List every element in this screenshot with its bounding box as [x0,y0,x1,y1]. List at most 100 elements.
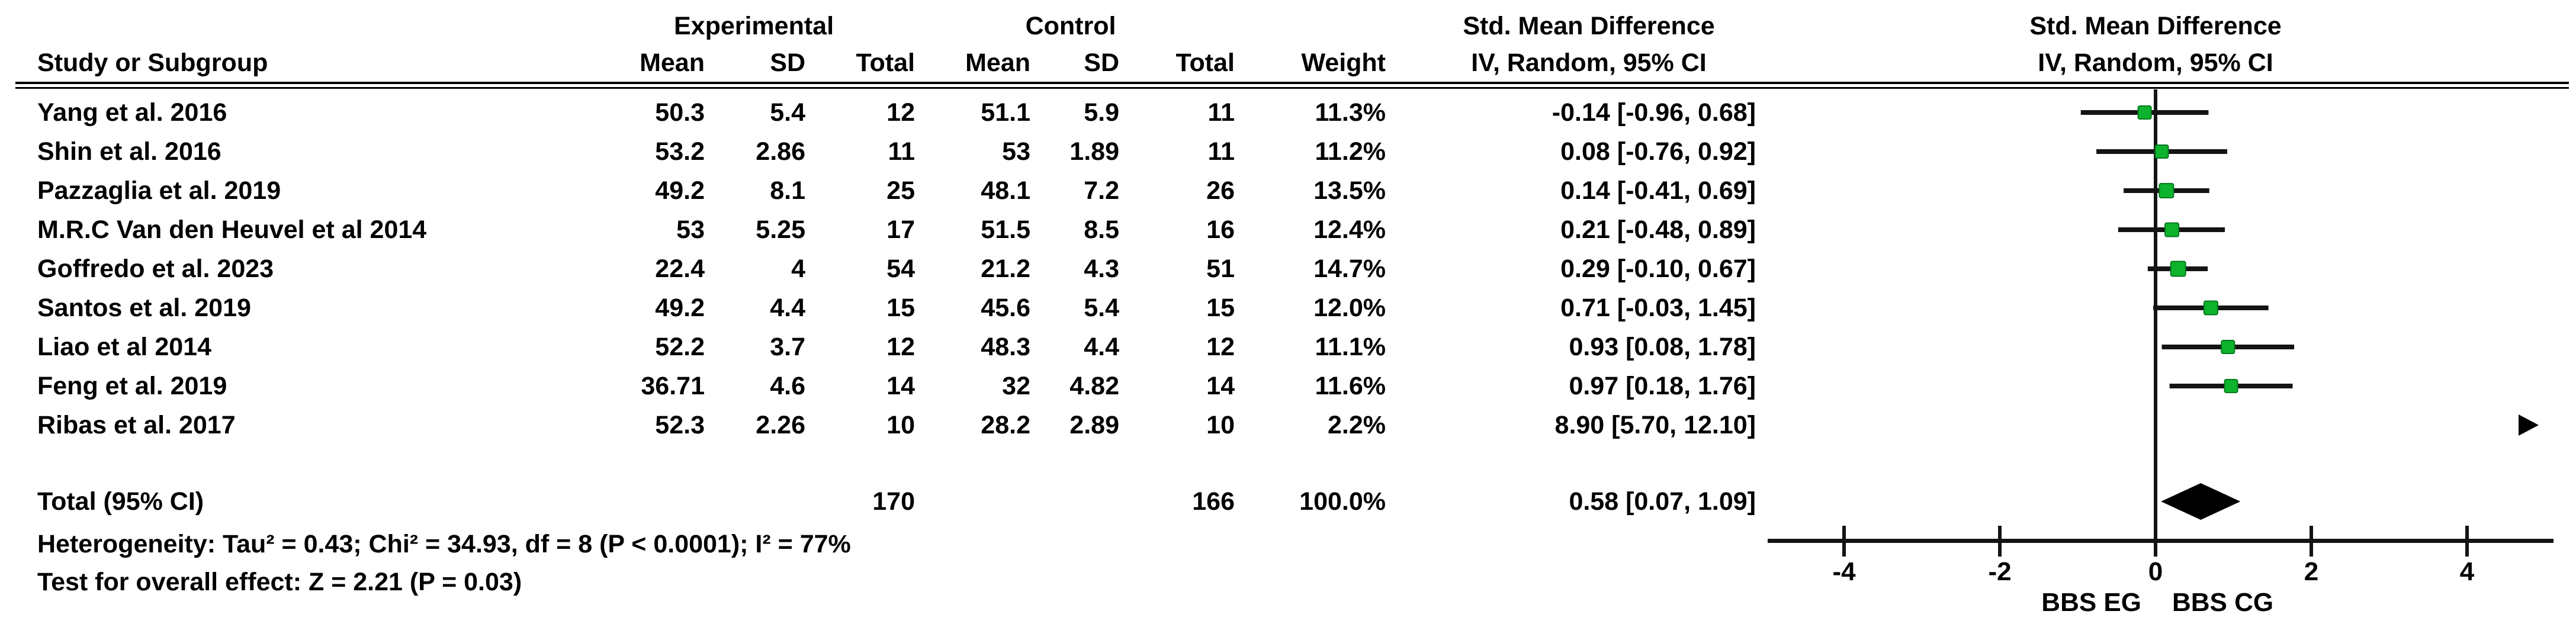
exp-total-value: 14 [886,372,915,400]
exp-mean-value: 52.3 [655,411,705,439]
ctrl-total-value: 51 [1206,255,1235,283]
exp-total-value: 11 [888,137,915,166]
weight-value: 12.0% [1313,294,1386,322]
effect-square [2221,340,2235,354]
ctrl-total-value: 11 [1207,137,1235,166]
exp-sd-value: 5.4 [770,98,805,127]
study-name: Shin et al. 2016 [37,137,221,166]
overall-effect-note: Test for overall effect: Z = 2.21 (P = 0… [37,568,522,596]
study-name: Goffredo et al. 2023 [37,255,274,283]
weight-value: 12.4% [1313,216,1386,244]
total-label: Total (95% CI) [37,487,204,516]
ctrl-sd-value: 5.4 [1084,294,1119,322]
weight-value: 2.2% [1327,411,1386,439]
table-row: Santos et al. 2019 49.2 4.4 15 45.6 5.4 15 12.0… [0,294,2576,322]
offscale-arrow-icon [2519,414,2539,436]
ctrl-sd-value: 5.9 [1084,98,1119,127]
table-row: Shin et al. 2016 53.2 2.86 11 53 1.89 11 11.2% 0… [0,137,2576,166]
study-name: Pazzaglia et al. 2019 [37,176,281,205]
ci-value: 0.93 [0.08, 1.78] [1569,333,1756,361]
weight-value: 11.2% [1315,137,1386,166]
ctrl-mean-value: 21.2 [981,255,1030,283]
exp-mean-value: 52.2 [655,333,705,361]
exp-total-value: 12 [886,98,915,127]
axis-tick-label: 2 [2304,557,2318,586]
ci-value: 0.29 [-0.10, 0.67] [1560,255,1756,283]
effect-square [2137,105,2152,120]
study-name: Santos et al. 2019 [37,294,251,322]
axis-tick-label: 4 [2460,557,2475,586]
plot-header-iv: IV, Random, 95% CI [2038,49,2273,77]
exp-mean-value: 53.2 [655,137,705,166]
weight-value: 11.1% [1315,333,1386,361]
effect-square [2170,261,2186,277]
total-ctrl-n: 166 [1192,487,1235,516]
axis-tick [1998,526,2002,557]
exp-total-value: 10 [886,411,915,439]
col-header-iv-text: IV, Random, 95% CI [1471,49,1707,77]
exp-sd-value: 3.7 [770,333,805,361]
x-axis-line [1768,539,2553,543]
ctrl-sd-value: 2.89 [1069,411,1119,439]
ctrl-mean-value: 48.1 [981,176,1030,205]
weight-value: 14.7% [1313,255,1386,283]
ci-value: 0.21 [-0.48, 0.89] [1560,216,1756,244]
ctrl-total-value: 11 [1207,98,1235,127]
exp-sd-value: 2.86 [756,137,805,166]
study-name: Feng et al. 2019 [37,372,227,400]
axis-tick [2465,526,2469,557]
axis-tick-label: 0 [2148,557,2163,586]
total-exp-n: 170 [872,487,915,516]
exp-mean-value: 50.3 [655,98,705,127]
ctrl-mean-value: 51.5 [981,216,1030,244]
ci-value: 0.97 [0.18, 1.76] [1569,372,1756,400]
ci-value: 0.71 [-0.03, 1.45] [1560,294,1756,322]
weight-value: 11.6% [1315,372,1386,400]
total-row: Total (95% CI) 170 166 100.0% 0.58 [0.07… [0,487,2576,516]
ci-value: 0.08 [-0.76, 0.92] [1560,137,1756,166]
ctrl-sd-value: 7.2 [1084,176,1119,205]
exp-sd-value: 5.25 [756,216,805,244]
zero-effect-line [2154,89,2157,541]
col-group-control: Control [1025,12,1116,40]
table-row: Feng et al. 2019 36.71 4.6 14 32 4.82 14 11.6% 0… [0,372,2576,400]
table-row: Ribas et al. 2017 52.3 2.26 10 28.2 2.89 10 2.2… [0,411,2576,439]
exp-sd-value: 8.1 [770,176,805,205]
exp-total-value: 25 [886,176,915,205]
col-header-exp-sd: SD [770,49,805,77]
exp-mean-value: 49.2 [655,294,705,322]
col-header-smd-text: Std. Mean Difference [1463,12,1715,40]
ctrl-total-value: 10 [1206,411,1235,439]
ci-value: 0.14 [-0.41, 0.69] [1560,176,1756,205]
col-header-study: Study or Subgroup [37,49,268,77]
effect-square [2159,183,2174,198]
ctrl-total-value: 12 [1206,333,1235,361]
table-row: Goffredo et al. 2023 22.4 4 54 21.2 4.3 51 14.7… [0,255,2576,283]
col-header-ctrl-mean: Mean [965,49,1030,77]
exp-mean-value: 49.2 [655,176,705,205]
effect-square [2164,222,2180,237]
ctrl-sd-value: 4.82 [1069,372,1119,400]
ctrl-sd-value: 4.3 [1084,255,1119,283]
ctrl-mean-value: 53 [1002,137,1030,166]
axis-tick [2154,526,2157,557]
exp-total-value: 17 [886,216,915,244]
header-divider [15,82,2569,89]
ci-value: 8.90 [5.70, 12.10] [1554,411,1756,439]
col-header-exp-mean: Mean [640,49,705,77]
ctrl-sd-value: 4.4 [1084,333,1119,361]
exp-total-value: 12 [886,333,915,361]
ctrl-mean-value: 28.2 [981,411,1030,439]
study-name: M.R.C Van den Heuvel et al 2014 [37,216,427,244]
weight-value: 11.3% [1315,98,1386,127]
plot-header-smd: Std. Mean Difference [2029,12,2282,40]
exp-sd-value: 2.26 [756,411,805,439]
col-group-experimental: Experimental [673,12,834,40]
ctrl-mean-value: 32 [1002,372,1030,400]
study-name: Ribas et al. 2017 [37,411,236,439]
total-weight: 100.0% [1299,487,1386,516]
exp-sd-value: 4.6 [770,372,805,400]
col-header-ctrl-total: Total [1175,49,1235,77]
